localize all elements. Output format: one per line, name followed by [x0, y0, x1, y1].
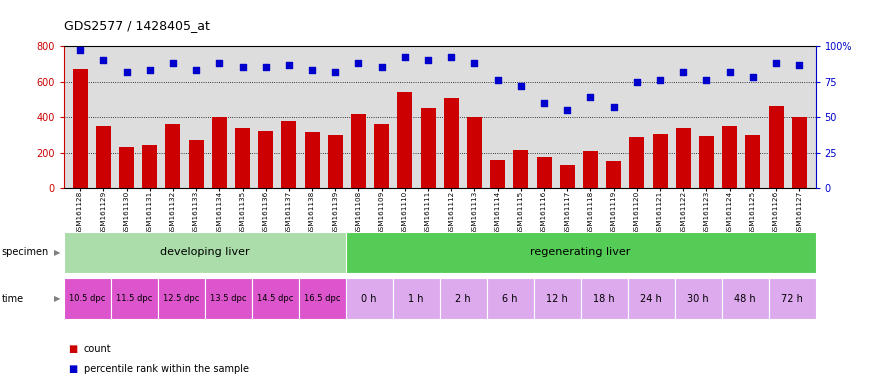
Bar: [212, 117, 227, 188]
Text: 16.5 dpc: 16.5 dpc: [304, 294, 340, 303]
Bar: [746, 135, 760, 188]
Point: [444, 55, 458, 61]
Bar: [282, 121, 297, 188]
Point: [328, 69, 342, 75]
Text: time: time: [2, 293, 24, 304]
Point: [74, 47, 88, 53]
Bar: [514, 150, 528, 188]
Point: [213, 60, 227, 66]
Bar: [606, 161, 621, 188]
Bar: [95, 126, 111, 188]
Text: 30 h: 30 h: [687, 293, 709, 304]
Text: specimen: specimen: [2, 247, 49, 258]
Point: [792, 61, 806, 68]
Point: [235, 64, 249, 71]
Point: [305, 67, 319, 73]
Point: [514, 83, 528, 89]
Bar: [536, 157, 551, 188]
Text: percentile rank within the sample: percentile rank within the sample: [84, 364, 249, 374]
Text: 2 h: 2 h: [455, 293, 471, 304]
Bar: [676, 128, 690, 188]
Text: 13.5 dpc: 13.5 dpc: [210, 294, 247, 303]
Point: [723, 69, 737, 75]
Point: [537, 100, 551, 106]
Bar: [165, 124, 180, 188]
Text: 14.5 dpc: 14.5 dpc: [257, 294, 293, 303]
Point: [676, 69, 690, 75]
Text: ▶: ▶: [54, 294, 60, 303]
Point: [653, 77, 667, 83]
Point: [699, 77, 713, 83]
Text: 24 h: 24 h: [640, 293, 662, 304]
Bar: [560, 165, 575, 188]
Bar: [73, 69, 88, 188]
Text: 11.5 dpc: 11.5 dpc: [116, 294, 152, 303]
Bar: [119, 147, 134, 188]
Bar: [235, 128, 250, 188]
Bar: [629, 137, 644, 188]
Bar: [490, 160, 505, 188]
Text: 6 h: 6 h: [502, 293, 518, 304]
Text: 12.5 dpc: 12.5 dpc: [163, 294, 200, 303]
Point: [746, 74, 760, 80]
Bar: [421, 108, 436, 188]
Point: [584, 94, 598, 100]
Text: 1 h: 1 h: [409, 293, 424, 304]
Point: [143, 67, 157, 73]
Text: 18 h: 18 h: [593, 293, 615, 304]
Point: [467, 60, 481, 66]
Bar: [699, 136, 714, 188]
Point: [491, 77, 505, 83]
Bar: [351, 114, 366, 188]
Bar: [653, 134, 668, 188]
Bar: [444, 98, 458, 188]
Text: 0 h: 0 h: [361, 293, 377, 304]
Bar: [792, 117, 807, 188]
Text: developing liver: developing liver: [160, 247, 249, 258]
Bar: [258, 131, 273, 188]
Text: ■: ■: [68, 364, 78, 374]
Point: [421, 57, 435, 63]
Text: regenerating liver: regenerating liver: [530, 247, 631, 258]
Bar: [768, 106, 784, 188]
Bar: [304, 132, 319, 188]
Point: [96, 57, 110, 63]
Text: count: count: [84, 344, 112, 354]
Text: ■: ■: [68, 344, 78, 354]
Bar: [467, 117, 482, 188]
Point: [630, 79, 644, 85]
Bar: [374, 124, 389, 188]
Text: 72 h: 72 h: [781, 293, 803, 304]
Bar: [189, 140, 204, 188]
Bar: [328, 135, 343, 188]
Point: [606, 104, 620, 110]
Bar: [142, 145, 158, 188]
Bar: [397, 92, 412, 188]
Point: [259, 64, 273, 71]
Point: [352, 60, 366, 66]
Point: [189, 67, 203, 73]
Bar: [583, 151, 598, 188]
Text: GDS2577 / 1428405_at: GDS2577 / 1428405_at: [64, 19, 210, 32]
Text: 48 h: 48 h: [734, 293, 756, 304]
Bar: [722, 126, 738, 188]
Text: 12 h: 12 h: [546, 293, 568, 304]
Point: [560, 107, 574, 113]
Point: [374, 64, 388, 71]
Point: [166, 60, 180, 66]
Point: [398, 55, 412, 61]
Point: [282, 61, 296, 68]
Text: ▶: ▶: [54, 248, 60, 257]
Text: 10.5 dpc: 10.5 dpc: [69, 294, 106, 303]
Point: [769, 60, 783, 66]
Point: [120, 69, 134, 75]
